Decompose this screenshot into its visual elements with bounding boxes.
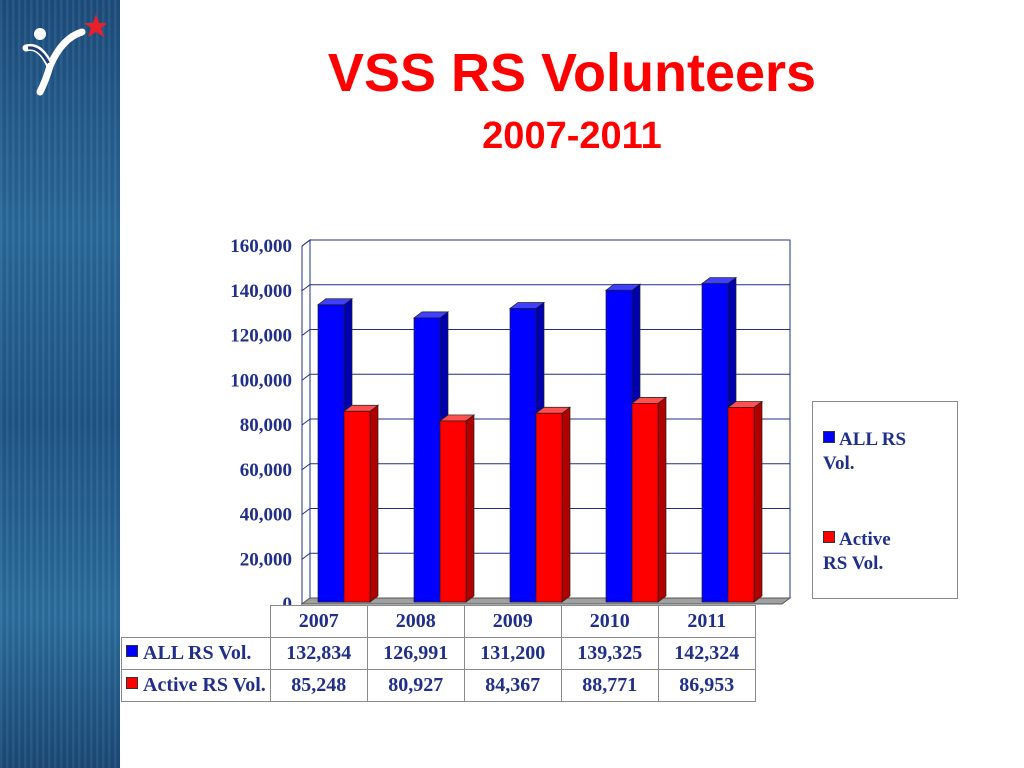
- table-cell: 88,771: [560, 669, 659, 702]
- table-header-cell: 2008: [366, 605, 465, 638]
- table-cell: 142,324: [657, 637, 756, 670]
- bar-active-2007: [342, 404, 380, 603]
- table-series-label: ALL RS Vol.: [143, 642, 252, 664]
- bar-side-face: [657, 396, 667, 603]
- slide-title: VSS RS Volunteers: [327, 43, 817, 103]
- bar-all-2007: [316, 298, 354, 603]
- table-series-name: ALL RS Vol.: [121, 637, 271, 670]
- legend-item-all: ALL RS Vol.: [823, 428, 955, 476]
- bar-front-face: [317, 304, 345, 603]
- table-series-label: Active RS Vol.: [143, 674, 266, 696]
- table-header-row: 2007 2008 2009 2010 2011: [122, 605, 756, 638]
- bar-front-face: [509, 308, 537, 603]
- y-tick-label: 20,000: [240, 549, 292, 570]
- table-cell: 84,367: [463, 669, 562, 702]
- bar-active-2011: [726, 400, 764, 603]
- bar-front-face: [343, 410, 371, 603]
- y-tick-label: 40,000: [240, 505, 292, 526]
- table-swatch-active: [126, 677, 138, 689]
- sidebar-background: [0, 0, 120, 768]
- y-tick-label: 160,000: [230, 236, 292, 257]
- bar-active-2009: [534, 406, 572, 603]
- legend-label-all-line1: ALL RS: [839, 429, 907, 450]
- table-header-cell: 2009: [463, 605, 562, 638]
- bar-front-face: [701, 283, 729, 603]
- bar-side-face: [753, 400, 763, 603]
- table-cell: 126,991: [366, 637, 465, 670]
- table-header-cell: 2010: [560, 605, 659, 638]
- bar-front-face: [413, 317, 441, 603]
- table-cell: 85,248: [269, 669, 368, 702]
- table-cell: 131,200: [463, 637, 562, 670]
- y-tick-label: 140,000: [230, 281, 292, 302]
- bar-front-face: [631, 403, 659, 603]
- bar-side-face: [561, 406, 571, 603]
- bar-front-face: [605, 289, 633, 603]
- legend-label-active-line1: Active: [839, 529, 891, 550]
- bar-side-face: [465, 414, 475, 603]
- bar-active-2010: [630, 396, 668, 603]
- table-cell: 132,834: [269, 637, 368, 670]
- gridline: [301, 239, 790, 247]
- slide-subtitle: 2007-2011: [482, 115, 662, 157]
- legend-label-all-line2: Vol.: [823, 453, 855, 474]
- bar-front-face: [727, 407, 755, 603]
- table-cell: 80,927: [366, 669, 465, 702]
- bar-front-face: [439, 420, 467, 603]
- y-tick-label: 120,000: [230, 326, 292, 347]
- table-series-name: Active RS Vol.: [121, 669, 271, 702]
- y-tick-label: 0: [283, 594, 293, 605]
- legend-item-active: Active RS Vol.: [823, 528, 955, 576]
- table-cell: 86,953: [657, 669, 756, 702]
- bar-chart: 0 20,000 40,000 60,000 80,000 100,000 120,000 1…: [230, 236, 792, 605]
- legend-swatch-active: [823, 531, 835, 543]
- bar-side-face: [369, 404, 379, 603]
- data-table: 2007 2008 2009 2010 2011 ALL RS Vol. 132…: [121, 605, 756, 702]
- chart-legend: ALL RS Vol. Active RS Vol.: [812, 401, 958, 599]
- legend-label-active-line2: RS Vol.: [823, 553, 884, 574]
- table-row: ALL RS Vol. 132,834 126,991 131,200 139,…: [121, 637, 756, 670]
- table-cell: 139,325: [560, 637, 659, 670]
- y-tick-label: 100,000: [230, 370, 292, 391]
- vss-star-logo-icon: [22, 14, 106, 96]
- y-tick-label: 60,000: [240, 460, 292, 481]
- bar-active-2008: [438, 414, 476, 603]
- bar-front-face: [535, 412, 563, 603]
- legend-swatch-all: [823, 431, 835, 443]
- table-header-cell: 2011: [657, 605, 756, 638]
- y-tick-label: 80,000: [240, 415, 292, 436]
- table-row: Active RS Vol. 85,248 80,927 84,367 88,7…: [121, 669, 756, 702]
- table-corner: [122, 606, 271, 638]
- table-swatch-all: [126, 645, 138, 657]
- table-header-cell: 2007: [269, 605, 368, 638]
